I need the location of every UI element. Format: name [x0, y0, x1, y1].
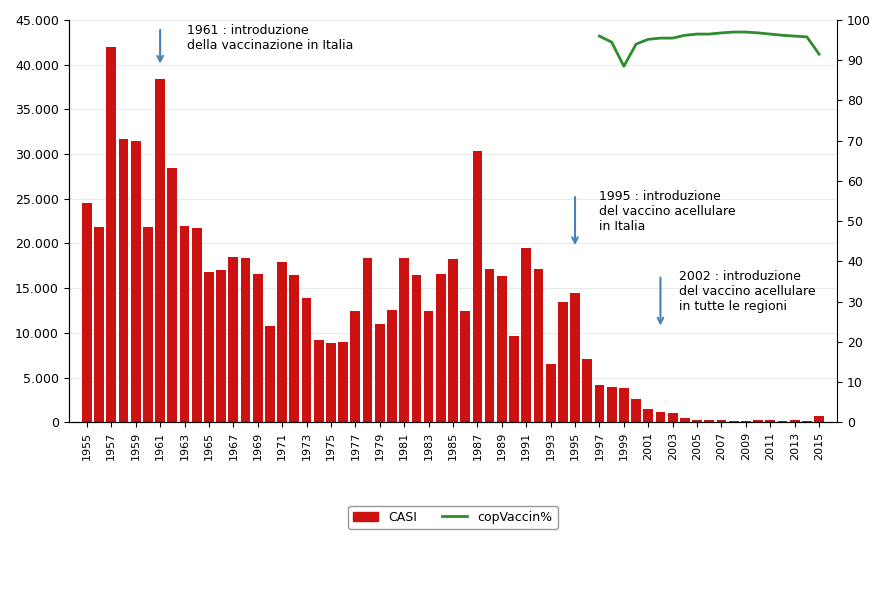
- Bar: [704, 421, 714, 422]
- Bar: [595, 385, 604, 422]
- Bar: [277, 262, 287, 422]
- Bar: [301, 298, 312, 422]
- Bar: [582, 359, 592, 422]
- Bar: [497, 275, 507, 422]
- Bar: [155, 79, 165, 422]
- Bar: [680, 418, 689, 422]
- Bar: [717, 421, 727, 422]
- Bar: [802, 421, 812, 422]
- Bar: [362, 258, 372, 422]
- Bar: [741, 421, 750, 422]
- Bar: [167, 168, 177, 422]
- Bar: [643, 409, 653, 422]
- Bar: [192, 228, 202, 422]
- Bar: [180, 227, 190, 422]
- Bar: [387, 309, 397, 422]
- Bar: [119, 139, 128, 422]
- Bar: [241, 258, 251, 422]
- Bar: [558, 302, 568, 422]
- Bar: [668, 414, 678, 422]
- Bar: [814, 416, 824, 422]
- Bar: [571, 293, 580, 422]
- Bar: [338, 342, 348, 422]
- Bar: [106, 47, 116, 422]
- Bar: [533, 270, 543, 422]
- Bar: [82, 203, 92, 422]
- Bar: [607, 387, 617, 422]
- Bar: [143, 227, 152, 422]
- Bar: [472, 151, 482, 422]
- Bar: [131, 140, 141, 422]
- Bar: [436, 274, 446, 422]
- Bar: [766, 421, 775, 422]
- Bar: [729, 421, 739, 422]
- Text: 1995 : introduzione
del vaccino acellulare
in Italia: 1995 : introduzione del vaccino acellula…: [600, 190, 736, 233]
- Text: 2002 : introduzione
del vaccino acellulare
in tutte le regioni: 2002 : introduzione del vaccino acellula…: [679, 270, 815, 314]
- Bar: [375, 324, 385, 422]
- Text: 1961 : introduzione
della vaccinazione in Italia: 1961 : introduzione della vaccinazione i…: [187, 24, 354, 52]
- Bar: [789, 421, 799, 422]
- Bar: [656, 412, 665, 422]
- Bar: [94, 227, 104, 422]
- Bar: [692, 419, 702, 422]
- Bar: [778, 421, 788, 422]
- Bar: [521, 248, 531, 422]
- Bar: [326, 343, 336, 422]
- Bar: [411, 275, 421, 422]
- Bar: [229, 257, 238, 422]
- Bar: [253, 274, 262, 422]
- Bar: [619, 389, 629, 422]
- Legend: CASI, copVaccin%: CASI, copVaccin%: [348, 506, 557, 528]
- Bar: [314, 340, 323, 422]
- Bar: [448, 259, 458, 422]
- Bar: [216, 270, 226, 422]
- Bar: [424, 311, 433, 422]
- Bar: [753, 421, 763, 422]
- Bar: [351, 311, 361, 422]
- Bar: [546, 364, 556, 422]
- Bar: [461, 311, 470, 422]
- Bar: [400, 258, 409, 422]
- Bar: [509, 336, 519, 422]
- Bar: [290, 275, 299, 422]
- Bar: [631, 399, 641, 422]
- Bar: [204, 272, 214, 422]
- Bar: [485, 268, 494, 422]
- Bar: [265, 325, 275, 422]
